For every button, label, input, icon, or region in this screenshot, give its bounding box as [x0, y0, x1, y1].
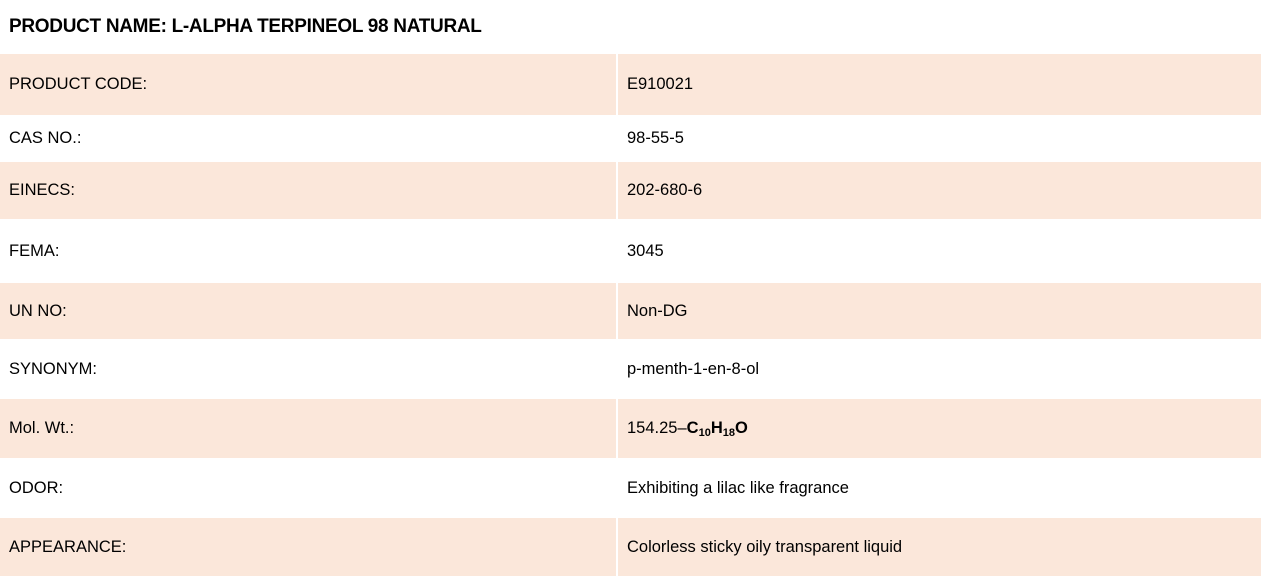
spec-value: Colorless sticky oily transparent liquid: [618, 518, 1261, 576]
spec-value: 202-680-6: [618, 162, 1261, 219]
formula-part: C: [686, 419, 699, 437]
spec-label: PRODUCT CODE:: [0, 54, 616, 115]
spec-row: ODOR: Exhibiting a lilac like fragrance: [0, 459, 1261, 517]
spec-row: FEMA: 3045: [0, 220, 1261, 282]
spec-row: PRODUCT CODE: E910021: [0, 54, 1261, 115]
formula-part: H: [710, 419, 723, 437]
spec-value: 154.25–C10H18O: [618, 399, 1261, 458]
spec-row: CAS NO.: 98-55-5: [0, 116, 1261, 161]
formula-part: 154.25–: [627, 419, 687, 437]
spec-label: CAS NO.:: [9, 129, 82, 147]
spec-value: 3045: [627, 241, 664, 260]
spec-value: E910021: [618, 54, 1261, 115]
spec-row: APPEARANCE: Colorless sticky oily transpa…: [0, 518, 1261, 576]
spec-value: p-menth-1-en-8-ol: [627, 359, 760, 378]
spec-row: Mol. Wt.: 154.25–C10H18O: [0, 399, 1261, 458]
spec-row: UN NO: Non-DG: [0, 283, 1261, 339]
formula-part: 10: [698, 427, 711, 439]
spec-label: APPEARANCE:: [0, 518, 616, 576]
spec-row: SYNONYM: p-menth-1-en-8-ol: [0, 340, 1261, 398]
formula: 154.25–C10H18O: [627, 419, 748, 439]
formula-part: O: [735, 419, 748, 437]
spec-label: FEMA:: [9, 241, 60, 260]
spec-label: EINECS:: [0, 162, 616, 219]
spec-value: Exhibiting a lilac like fragrance: [627, 478, 849, 497]
spec-label: UN NO:: [0, 283, 616, 339]
product-title: PRODUCT NAME: L-ALPHA TERPINEOL 98 NATUR…: [9, 16, 482, 37]
spec-label: ODOR:: [9, 478, 64, 497]
spec-row: EINECS: 202-680-6: [0, 162, 1261, 219]
formula-part: 18: [722, 427, 735, 439]
spec-value: Non-DG: [618, 283, 1261, 339]
spec-value: 98-55-5: [627, 129, 684, 147]
spec-label: Mol. Wt.:: [0, 399, 616, 458]
spec-label: SYNONYM:: [9, 359, 98, 378]
